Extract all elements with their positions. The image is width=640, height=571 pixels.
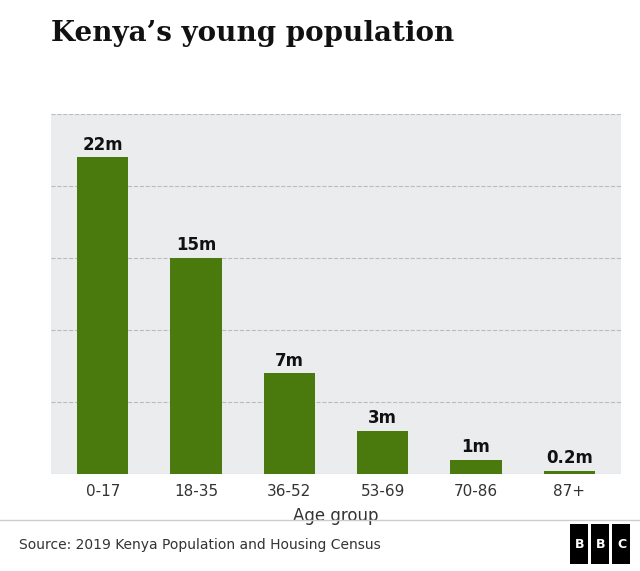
Bar [170,258,221,474]
Text: 1m: 1m [461,438,490,456]
Text: C: C [617,538,626,550]
Text: B: B [575,538,584,550]
Bar [77,158,129,474]
Bar [543,471,595,474]
Bar [451,460,502,474]
X-axis label: Age group: Age group [293,507,379,525]
Text: Kenya’s young population: Kenya’s young population [51,20,454,47]
Text: B: B [596,538,605,550]
Text: Source: 2019 Kenya Population and Housing Census: Source: 2019 Kenya Population and Housin… [19,538,381,552]
Bar [264,373,315,474]
Bar [357,431,408,474]
Text: 3m: 3m [368,409,397,427]
Text: 7m: 7m [275,352,304,369]
Text: 0.2m: 0.2m [546,449,593,468]
Text: 15m: 15m [176,236,216,255]
Text: 22m: 22m [83,136,123,154]
